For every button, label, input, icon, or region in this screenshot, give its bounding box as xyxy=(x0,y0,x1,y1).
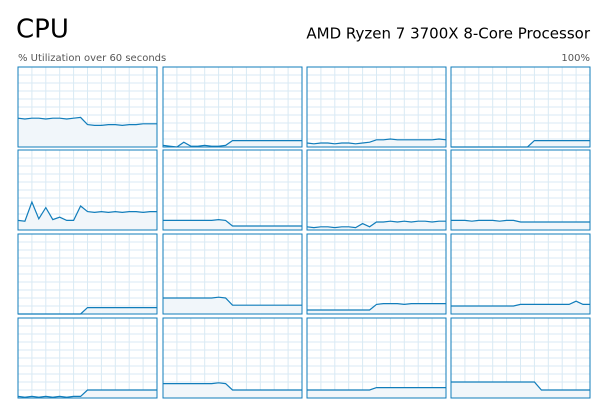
utilization-line xyxy=(451,219,590,223)
utilization-area xyxy=(163,219,302,230)
utilization-area xyxy=(307,303,446,314)
core-graph xyxy=(306,66,447,148)
utilization-line xyxy=(451,300,590,307)
graph-border xyxy=(162,149,303,231)
utilization-area xyxy=(451,140,590,147)
core-graph xyxy=(450,149,591,231)
core-graph xyxy=(17,317,158,399)
core-graph xyxy=(306,233,447,315)
graph-border xyxy=(450,233,591,315)
core-graph xyxy=(162,317,303,399)
graph-border xyxy=(17,233,158,315)
utilization-area xyxy=(451,220,590,230)
graph-border xyxy=(450,317,591,399)
utilization-line xyxy=(17,200,157,222)
core-graph xyxy=(306,317,447,399)
core-graph xyxy=(17,66,158,148)
graph-border xyxy=(162,233,303,315)
utilization-area xyxy=(307,221,446,230)
core-graph xyxy=(17,233,158,315)
utilization-line xyxy=(163,218,302,227)
graph-border xyxy=(306,66,447,148)
panel-title: CPU xyxy=(16,15,69,45)
utilization-line xyxy=(163,296,302,306)
utilization-area xyxy=(18,202,157,230)
core-graph xyxy=(17,149,158,231)
utilization-line xyxy=(307,303,446,311)
graph-border xyxy=(450,149,591,231)
core-graph xyxy=(162,66,303,148)
utilization-line xyxy=(17,389,157,398)
utilization-area xyxy=(18,307,157,314)
graph-border xyxy=(162,317,303,399)
utilization-line xyxy=(306,220,446,229)
utilization-line xyxy=(451,381,590,391)
utilization-line xyxy=(307,387,446,391)
graph-border xyxy=(17,66,158,148)
graph-border xyxy=(306,233,447,315)
graph-caption: % Utilization over 60 seconds xyxy=(18,53,166,64)
processor-name: AMD Ryzen 7 3700X 8-Core Processor xyxy=(306,25,590,43)
graph-border xyxy=(450,66,591,148)
graph-border xyxy=(17,317,158,399)
utilization-line xyxy=(163,382,302,391)
utilization-line xyxy=(306,138,447,145)
graph-border xyxy=(306,317,447,399)
core-graphs xyxy=(17,66,591,399)
graph-border xyxy=(162,66,303,148)
utilization-area xyxy=(451,382,590,398)
core-graph xyxy=(306,149,447,231)
utilization-line xyxy=(17,116,157,127)
utilization-line xyxy=(162,140,302,148)
graph-max-label: 100% xyxy=(561,53,590,64)
core-graph xyxy=(162,233,303,315)
core-graph xyxy=(162,149,303,231)
core-graph xyxy=(450,233,591,315)
graph-border xyxy=(17,149,158,231)
core-graph xyxy=(450,66,591,148)
utilization-area xyxy=(18,390,157,398)
graph-border xyxy=(306,149,447,231)
core-graph xyxy=(450,317,591,399)
utilization-area xyxy=(18,117,157,147)
utilization-area xyxy=(307,139,446,147)
utilization-area xyxy=(163,140,302,147)
